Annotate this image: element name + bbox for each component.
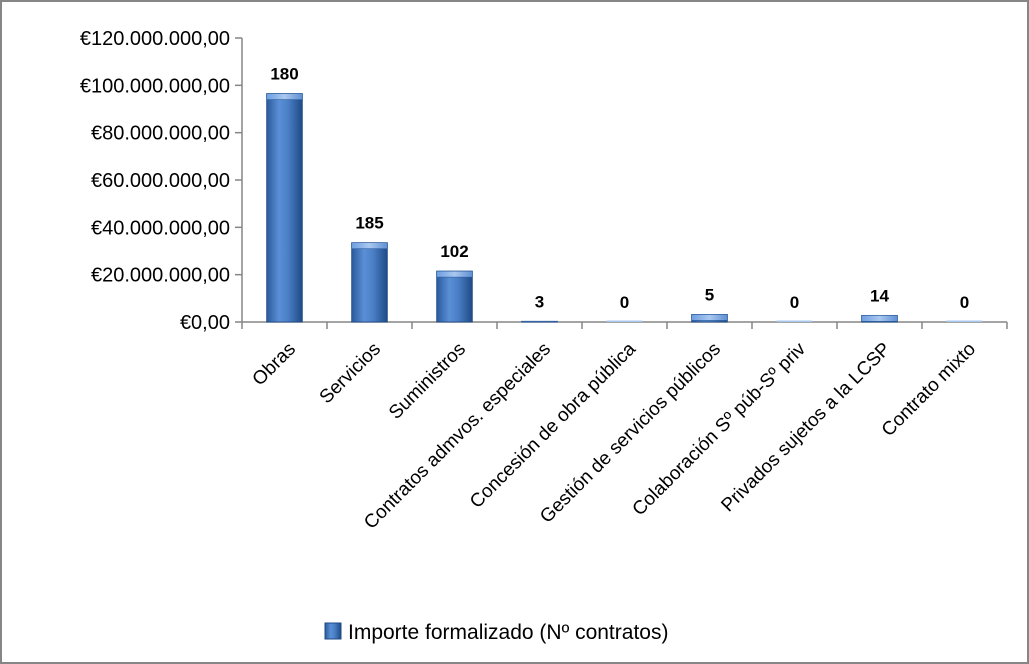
data-label: 14 (870, 286, 889, 305)
x-tick-label: Concesión de obra pública (466, 338, 640, 512)
bar-cap (691, 314, 728, 321)
y-tick-label: €120.000.000,00 (80, 28, 230, 50)
x-tick-label: Colaboración Sº púb-Sº priv (629, 338, 811, 520)
x-tick-label: Suministros (385, 339, 470, 424)
data-label: 3 (535, 292, 544, 311)
bar-cap (436, 270, 473, 278)
x-tick-label: Gestión de servicios públicos (536, 339, 725, 528)
bar-cap (266, 93, 303, 100)
bar-cap (776, 320, 813, 322)
x-tick-label: Obras (249, 339, 300, 390)
bar (776, 320, 813, 322)
bar-body (351, 242, 388, 323)
bar (691, 314, 728, 323)
bar-cap (351, 242, 388, 250)
data-label: 0 (960, 293, 969, 312)
x-tick-label: Contratos admvos. especiales (360, 339, 555, 534)
y-axis: €0,00 €20.000.000,00 €40.000.000,00 €60.000… (80, 28, 243, 334)
data-labels: 180 185 102 3 0 5 0 14 0 (270, 65, 969, 312)
y-tick-label: €80.000.000,00 (91, 123, 230, 145)
bar-cap (521, 320, 558, 323)
bar-cap (606, 320, 643, 322)
data-label: 185 (355, 214, 383, 233)
legend-swatch (324, 622, 342, 640)
bar-cap (946, 320, 983, 322)
data-label: 0 (620, 293, 629, 312)
y-tick-label: €40.000.000,00 (91, 217, 230, 239)
bar (606, 320, 643, 322)
x-tick-label: Servicios (316, 339, 385, 408)
data-label: 0 (790, 293, 799, 312)
bar (861, 314, 898, 323)
legend: Importe formalizado (Nº contratos) (324, 621, 668, 644)
bar (436, 270, 473, 323)
bar (521, 320, 558, 323)
data-label: 5 (705, 285, 714, 304)
bar-body (266, 93, 303, 323)
y-tick-label: €100.000.000,00 (80, 75, 230, 97)
y-tick-label: €0,00 (180, 312, 230, 334)
y-tick-label: €20.000.000,00 (91, 265, 230, 287)
legend-entry-label: Importe formalizado (Nº contratos) (348, 621, 668, 644)
y-tick-label: €60.000.000,00 (91, 170, 230, 192)
data-label: 102 (440, 242, 468, 261)
data-label: 180 (270, 65, 298, 84)
bar-body (436, 270, 473, 323)
bars (266, 93, 983, 323)
bar (946, 320, 983, 322)
bar (266, 93, 303, 323)
bar (351, 242, 388, 323)
bar-cap (861, 315, 898, 322)
x-tick-label: Privados sujetos a la LCSP (717, 339, 895, 517)
